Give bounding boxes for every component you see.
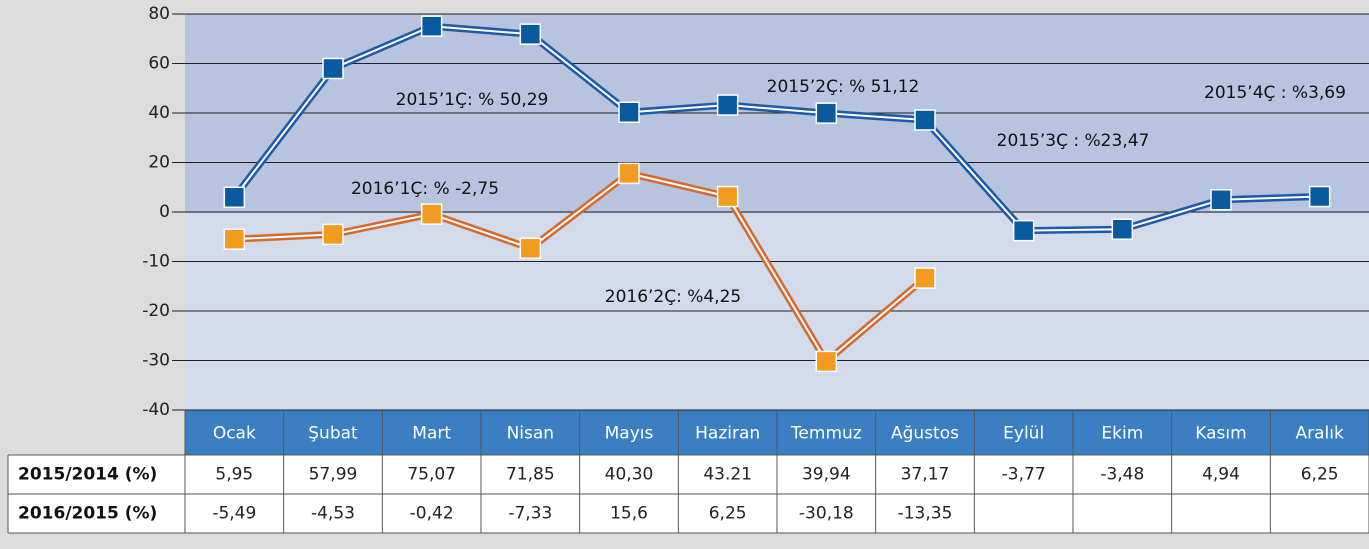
y-tick-label: -20: [142, 301, 170, 321]
annotation: 2016’1Ç: % -2,75: [351, 179, 499, 199]
y-tick-label: 40: [148, 103, 170, 123]
table-cell: 40,30: [605, 465, 654, 485]
x-tick-label: Ocak: [213, 424, 256, 444]
table-cell: 75,07: [407, 465, 456, 485]
x-tick-label: Nisan: [507, 424, 555, 444]
annotation: 2015’4Ç : %3,69: [1204, 83, 1346, 103]
table-cell: 6,25: [709, 504, 747, 524]
x-tick-label: Mayıs: [605, 424, 654, 444]
annotation: 2015’3Ç : %23,47: [997, 131, 1150, 151]
table-cell: -13,35: [898, 504, 953, 524]
table-cell: 5,95: [215, 465, 253, 485]
marker: [420, 203, 443, 225]
marker: [815, 102, 838, 124]
table-cell: -5,49: [212, 504, 256, 524]
table-cell: -7,33: [508, 504, 552, 524]
table-cell: 57,99: [309, 465, 358, 485]
y-tick-label: -40: [142, 400, 170, 420]
table-cell: 15,6: [610, 504, 648, 524]
marker: [618, 101, 640, 124]
table-cell: -4,53: [311, 504, 355, 524]
x-tick-label: Ekim: [1101, 424, 1143, 444]
table-cell: -3,48: [1100, 465, 1144, 485]
line-highlight: [234, 172, 926, 363]
annotation: 2015’2Ç: % 51,12: [767, 77, 920, 97]
line-highlight: [233, 25, 1320, 232]
x-tick-label: Ağustos: [891, 424, 959, 444]
annotation: 2015’1Ç: % 50,29: [396, 90, 549, 110]
x-tick-label: Aralık: [1296, 424, 1344, 444]
marker: [519, 23, 542, 45]
table-cell: -3,77: [1002, 465, 1046, 485]
x-tick-label: Şubat: [308, 424, 358, 444]
marker: [1210, 189, 1232, 211]
marker: [716, 185, 739, 208]
table-cell: 4,94: [1202, 465, 1240, 485]
y-tick-label: -30: [142, 351, 170, 371]
marker: [223, 228, 246, 250]
marker: [223, 186, 246, 209]
series-label: 2016/2015 (%): [18, 504, 157, 524]
y-tick-label: -10: [142, 252, 170, 272]
table-cell: 6,25: [1301, 465, 1339, 485]
marker: [1111, 218, 1134, 240]
x-tick-label: Temmuz: [790, 424, 862, 444]
y-tick-label: 60: [148, 54, 170, 74]
table-cell: -30,18: [799, 504, 854, 524]
table-cell: 71,85: [506, 465, 555, 485]
marker: [322, 57, 344, 80]
y-tick-label: 0: [159, 202, 170, 222]
table-cell: 39,94: [802, 465, 851, 485]
marker: [716, 94, 739, 116]
table-cell: 37,17: [901, 465, 950, 485]
table-cell: 43.21: [703, 465, 752, 485]
marker: [1308, 185, 1331, 208]
marker: [815, 350, 838, 373]
y-tick-label: 20: [148, 153, 170, 173]
table-cell: -0,42: [410, 504, 454, 524]
marker: [322, 223, 344, 246]
marker: [519, 237, 542, 260]
marker: [914, 267, 936, 289]
marker: [420, 15, 443, 37]
marker: [1012, 219, 1035, 242]
x-tick-label: Eylül: [1003, 424, 1044, 444]
marker: [618, 162, 640, 185]
x-tick-label: Mart: [412, 424, 451, 444]
marker: [914, 109, 936, 131]
annotation: 2016’2Ç: %4,25: [605, 287, 742, 307]
y-tick-label: 80: [148, 4, 170, 24]
x-tick-label: Haziran: [695, 424, 760, 444]
x-tick-label: Kasım: [1195, 424, 1246, 444]
series-label: 2015/2014 (%): [18, 465, 157, 485]
